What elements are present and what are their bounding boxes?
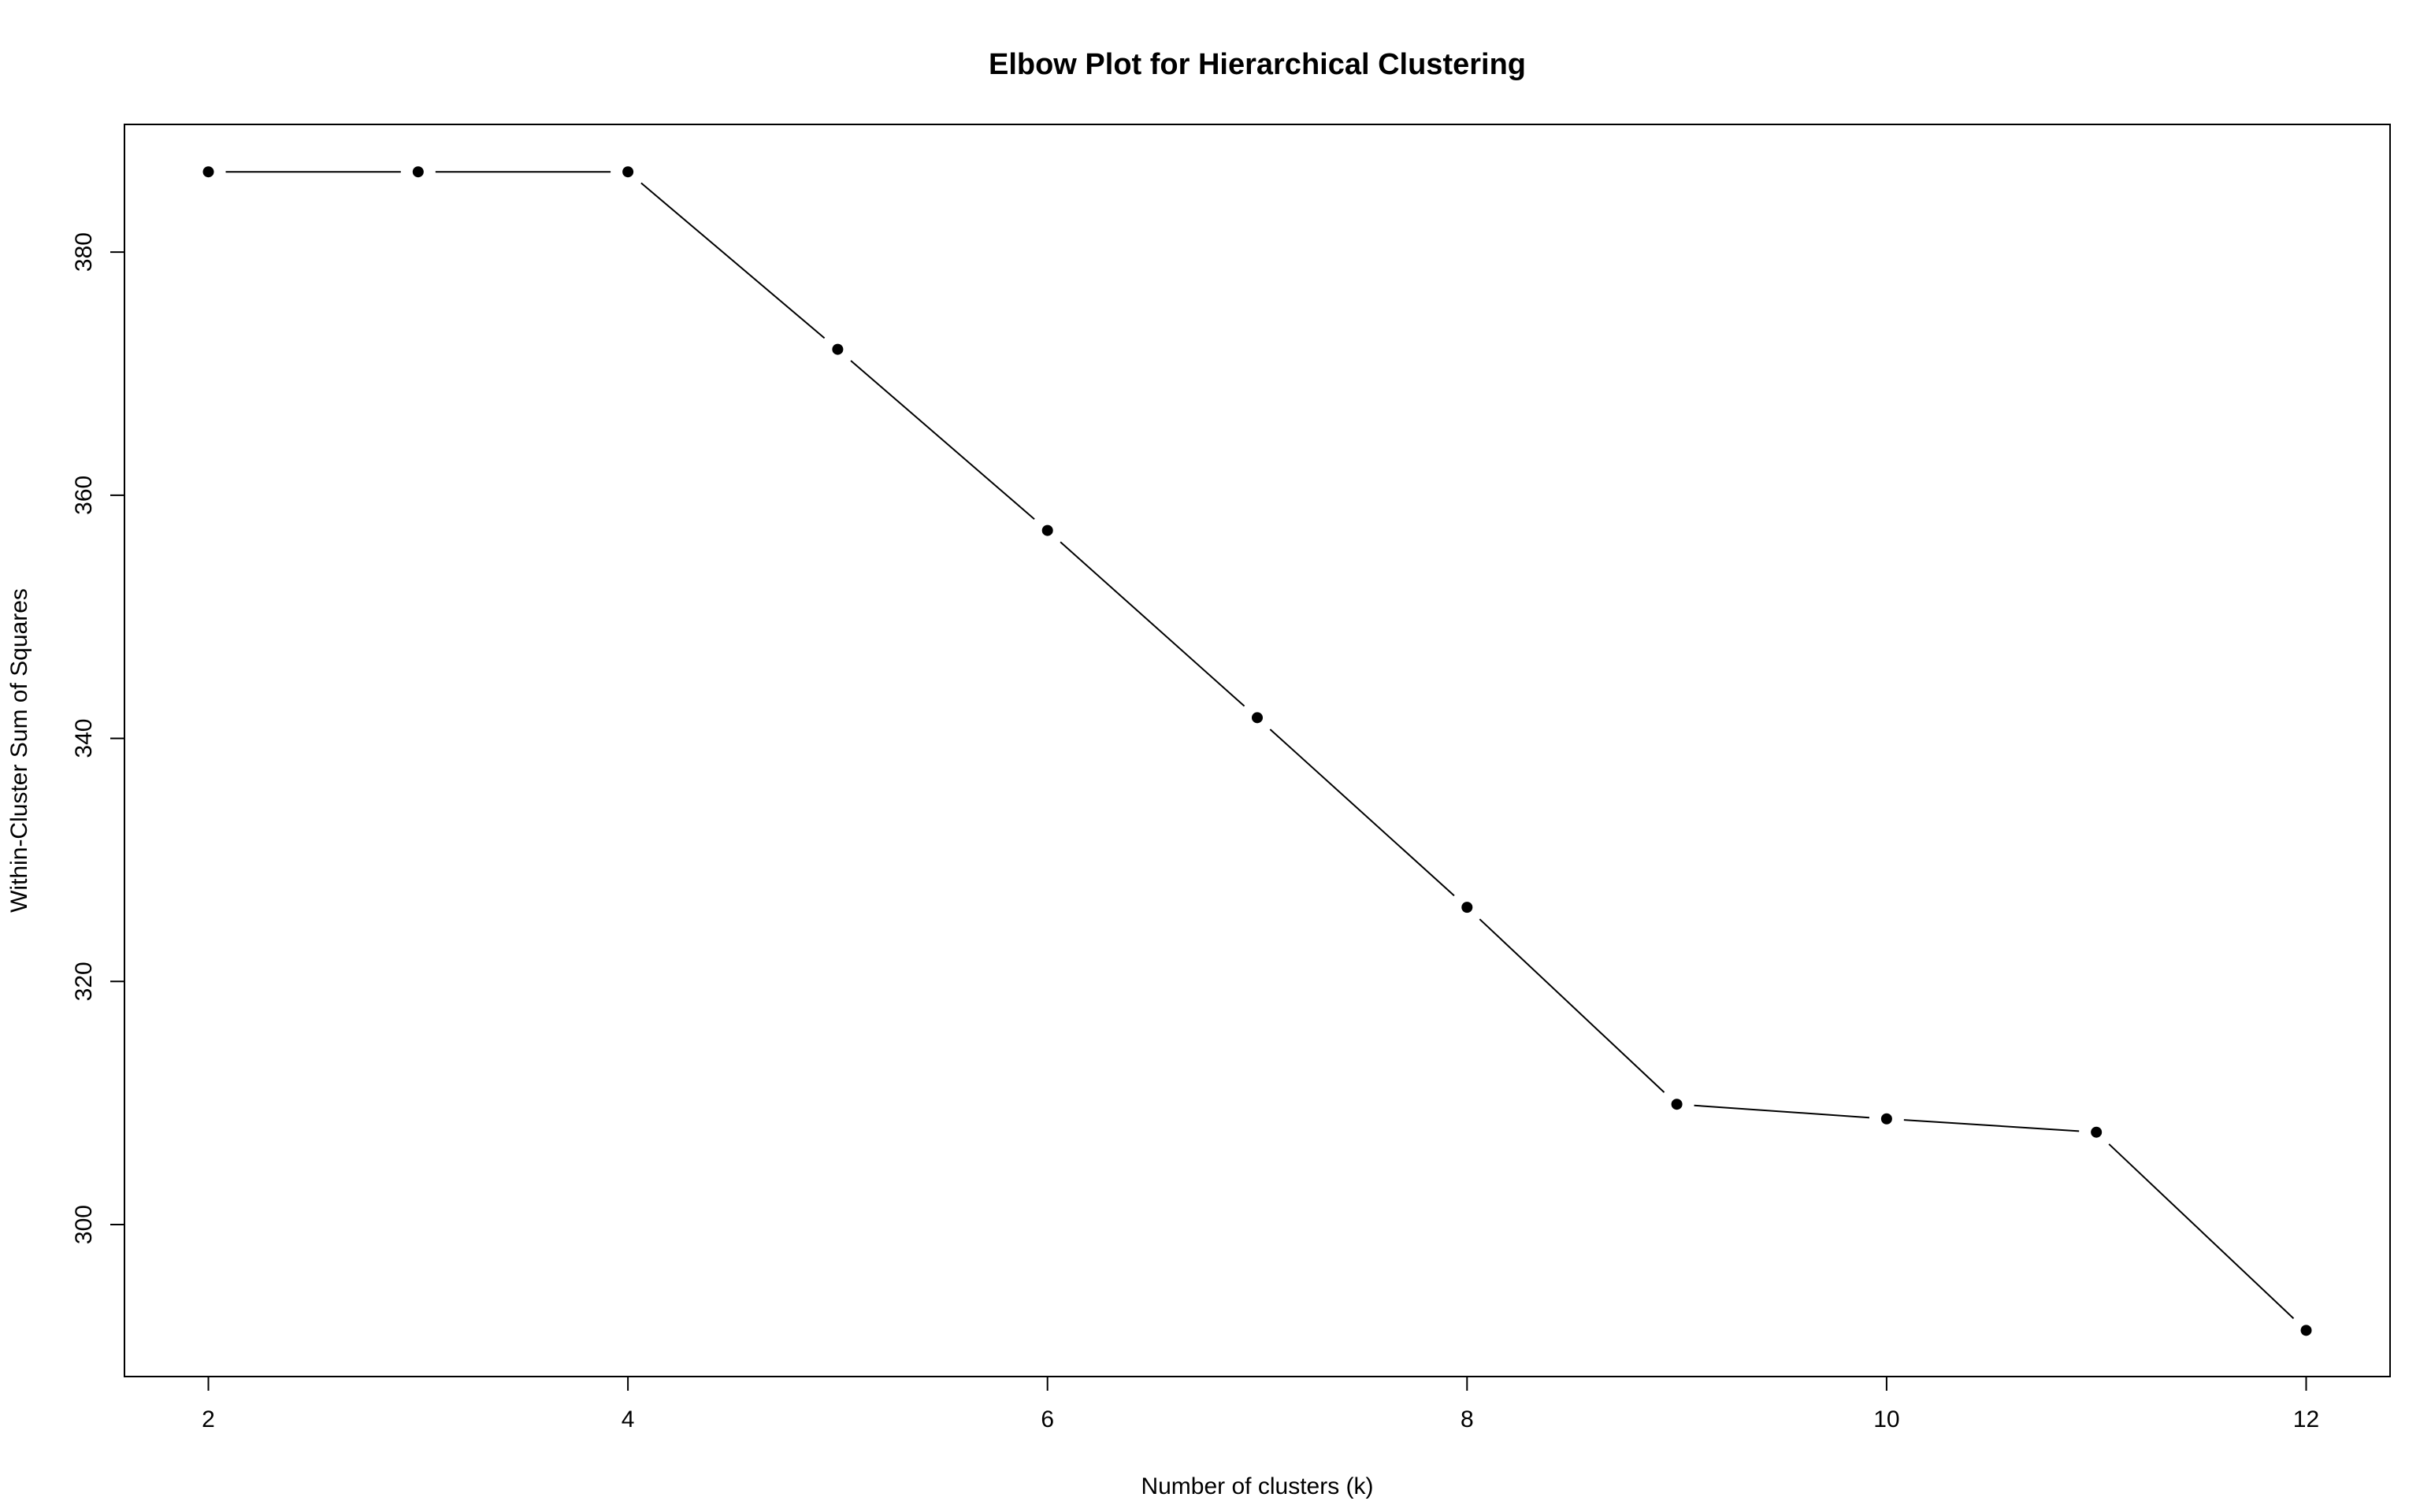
- x-axis: 2 4 6 8 10 12: [202, 1376, 2319, 1432]
- y-tick-label: 360: [71, 476, 97, 515]
- chart-title: Elbow Plot for Hierarchical Clustering: [989, 48, 1526, 81]
- data-point: [832, 343, 844, 355]
- series-line-segment: [640, 182, 826, 339]
- data-point: [1880, 1113, 1892, 1125]
- series-line-segment: [1269, 728, 1455, 897]
- data-point: [622, 166, 634, 178]
- x-tick-label: 6: [1041, 1406, 1054, 1432]
- x-tick-label: 4: [622, 1406, 635, 1432]
- series-line-segments: [225, 171, 2295, 1319]
- data-point: [1252, 712, 1263, 724]
- series-line-segment: [850, 360, 1035, 520]
- data-point: [1461, 902, 1473, 914]
- x-tick-label: 12: [2293, 1406, 2319, 1432]
- series-points: [202, 166, 2312, 1336]
- data-point: [1671, 1099, 1683, 1110]
- x-tick-label: 10: [1873, 1406, 1899, 1432]
- y-axis-label: Within-Cluster Sum of Squares: [6, 588, 32, 913]
- series-line-segment: [1479, 918, 1665, 1093]
- x-tick-label: 8: [1461, 1406, 1474, 1432]
- series-line-segment: [1903, 1119, 2080, 1132]
- series-line-segment: [1060, 541, 1245, 707]
- y-tick-label: 320: [71, 962, 97, 1001]
- y-axis: 300 320 340 360 380: [71, 232, 125, 1244]
- data-point: [2300, 1325, 2312, 1336]
- series-line-segment: [2108, 1143, 2295, 1319]
- data-point: [1041, 524, 1053, 536]
- x-axis-label: Number of clusters (k): [1141, 1473, 1373, 1499]
- y-tick-label: 340: [71, 719, 97, 758]
- y-tick-label: 380: [71, 232, 97, 272]
- series-line-segment: [1694, 1104, 1870, 1119]
- data-point: [2091, 1126, 2103, 1138]
- x-tick-label: 2: [202, 1406, 215, 1432]
- y-tick-label: 300: [71, 1205, 97, 1244]
- data-point: [202, 166, 214, 178]
- data-point: [412, 166, 424, 178]
